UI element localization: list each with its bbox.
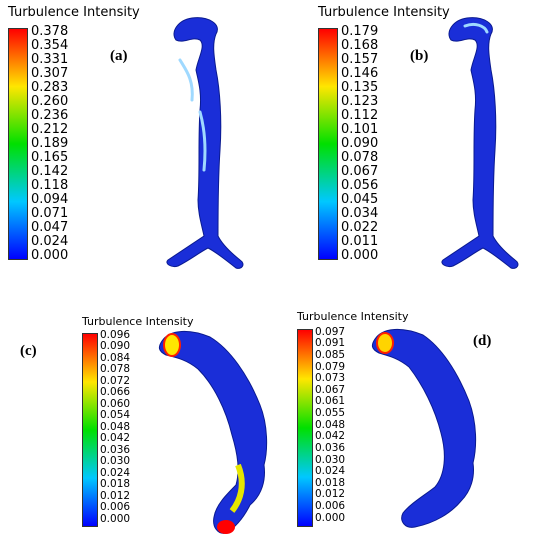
colorbar-tick-label: 0.112 [341,108,379,124]
colorbar-tick-label: 0.030 [315,453,346,466]
colorbar-tick-label: 0.000 [341,248,379,264]
colorbar-tick-label: 0.066 [100,386,131,399]
colorbar-tick-label: 0.071 [31,206,69,222]
colorbar-tick-label: 0.123 [341,94,379,110]
colorbar-tick-label: 0.101 [341,122,379,138]
colorbar-tick-label: 0.036 [315,441,346,454]
colorbar-tick-label: 0.378 [31,24,69,40]
colorbar-tick-label: 0.006 [100,501,131,514]
colorbar-title: Turbulence Intensity [82,315,194,328]
colorbar-tick-label: 0.067 [341,164,379,180]
colorbar-tick-label: 0.060 [100,397,131,410]
panel-label: (b) [410,48,429,64]
panel-b: Turbulence Intensity 0.179 0.168 0.157 0.14… [275,0,550,275]
panel-label: (c) [20,343,37,359]
colorbar-tick-label: 0.146 [341,66,379,82]
colorbar-tick-label: 0.018 [315,476,346,489]
colorbar [297,329,313,527]
inlet-hotspot [376,332,394,354]
panel-d: Turbulence Intensity 0.097 0.091 0.085 0.07… [275,305,550,540]
panel-c: Turbulence Intensity 0.096 0.090 0.084 0.07… [0,305,275,540]
colorbar-tick-label: 0.168 [341,38,379,54]
colorbar-title: Turbulence Intensity [318,5,450,20]
colorbar-tick-label: 0.024 [31,234,69,250]
colorbar-tick-label: 0.012 [100,489,131,502]
inlet-hotspot [163,333,181,357]
colorbar-tick-label: 0.307 [31,66,69,82]
colorbar-tick-label: 0.079 [315,360,346,373]
colorbar-tick-label: 0.078 [341,150,379,166]
colorbar-tick-label: 0.012 [315,488,346,501]
colorbar-tick-label: 0.011 [341,234,379,250]
colorbar-tick-label: 0.073 [315,372,346,385]
turbulence-highlight [198,110,207,172]
colorbar-tick-label: 0.135 [341,80,379,96]
colorbar-tick-label: 0.090 [341,136,379,152]
trachea-model-b [441,17,519,269]
colorbar-tick-label: 0.000 [100,512,131,525]
colorbar-tick-label: 0.034 [341,206,379,222]
colorbar-tick-label: 0.000 [31,248,69,264]
colorbar-tick-label: 0.030 [100,455,131,468]
turbulence-hotspot [229,463,245,513]
colorbar-tick-label: 0.090 [100,340,131,353]
colorbar-tick-label: 0.061 [315,395,346,408]
turbulence-highlight [178,58,194,102]
colorbar [8,28,28,260]
colorbar-tick-label: 0.047 [31,220,69,236]
colorbar [318,28,338,260]
colorbar [82,333,98,527]
colorbar-tick-label: 0.072 [100,374,131,387]
colorbar-tick-label: 0.067 [315,383,346,396]
colorbar-title: Turbulence Intensity [8,5,140,20]
bronchus-model-d [371,329,477,528]
colorbar-tick-label: 0.118 [31,178,69,194]
colorbar-tick-label: 0.189 [31,136,69,152]
colorbar-tick-label: 0.094 [31,192,69,208]
colorbar-tick-label: 0.085 [315,348,346,361]
panel-label: (d) [473,333,492,349]
colorbar-tick-label: 0.078 [100,363,131,376]
colorbar-tick-label: 0.042 [315,430,346,443]
colorbar-tick-label: 0.006 [315,500,346,513]
panel-label: (a) [110,48,128,64]
colorbar-tick-label: 0.024 [315,465,346,478]
bronchus-model-c [158,331,268,534]
colorbar-tick-label: 0.036 [100,443,131,456]
panel-a: Turbulence Intensity 0.378 0.354 0.331 0.30… [0,0,275,275]
colorbar-tick-label: 0.142 [31,164,69,180]
outlet-hotspot [217,520,235,534]
colorbar-tick-label: 0.283 [31,80,69,96]
colorbar-tick-label: 0.055 [315,407,346,420]
colorbar-tick-label: 0.157 [341,52,379,68]
colorbar-tick-label: 0.042 [100,432,131,445]
colorbar-tick-label: 0.091 [315,337,346,350]
trachea-model-a [166,17,244,269]
colorbar-tick-label: 0.048 [100,420,131,433]
colorbar-tick-label: 0.018 [100,478,131,491]
colorbar-tick-label: 0.212 [31,122,69,138]
colorbar-tick-label: 0.354 [31,38,69,54]
bronchus-body [371,329,477,528]
bronchus-body [158,331,268,534]
colorbar-tick-label: 0.260 [31,94,69,110]
colorbar-tick-label: 0.056 [341,178,379,194]
colorbar-tick-label: 0.236 [31,108,69,124]
colorbar-tick-label: 0.000 [315,511,346,524]
colorbar-tick-label: 0.097 [315,325,346,338]
colorbar-tick-label: 0.096 [100,328,131,341]
colorbar-tick-label: 0.084 [100,351,131,364]
colorbar-tick-label: 0.022 [341,220,379,236]
colorbar-tick-label: 0.331 [31,52,69,68]
colorbar-tick-label: 0.179 [341,24,379,40]
turbulence-highlight [463,22,489,34]
colorbar-tick-label: 0.024 [100,466,131,479]
colorbar-tick-label: 0.054 [100,409,131,422]
colorbar-title: Turbulence Intensity [297,310,409,323]
colorbar-tick-label: 0.165 [31,150,69,166]
trachea-body [441,17,519,269]
colorbar-tick-label: 0.048 [315,418,346,431]
colorbar-tick-label: 0.045 [341,192,379,208]
